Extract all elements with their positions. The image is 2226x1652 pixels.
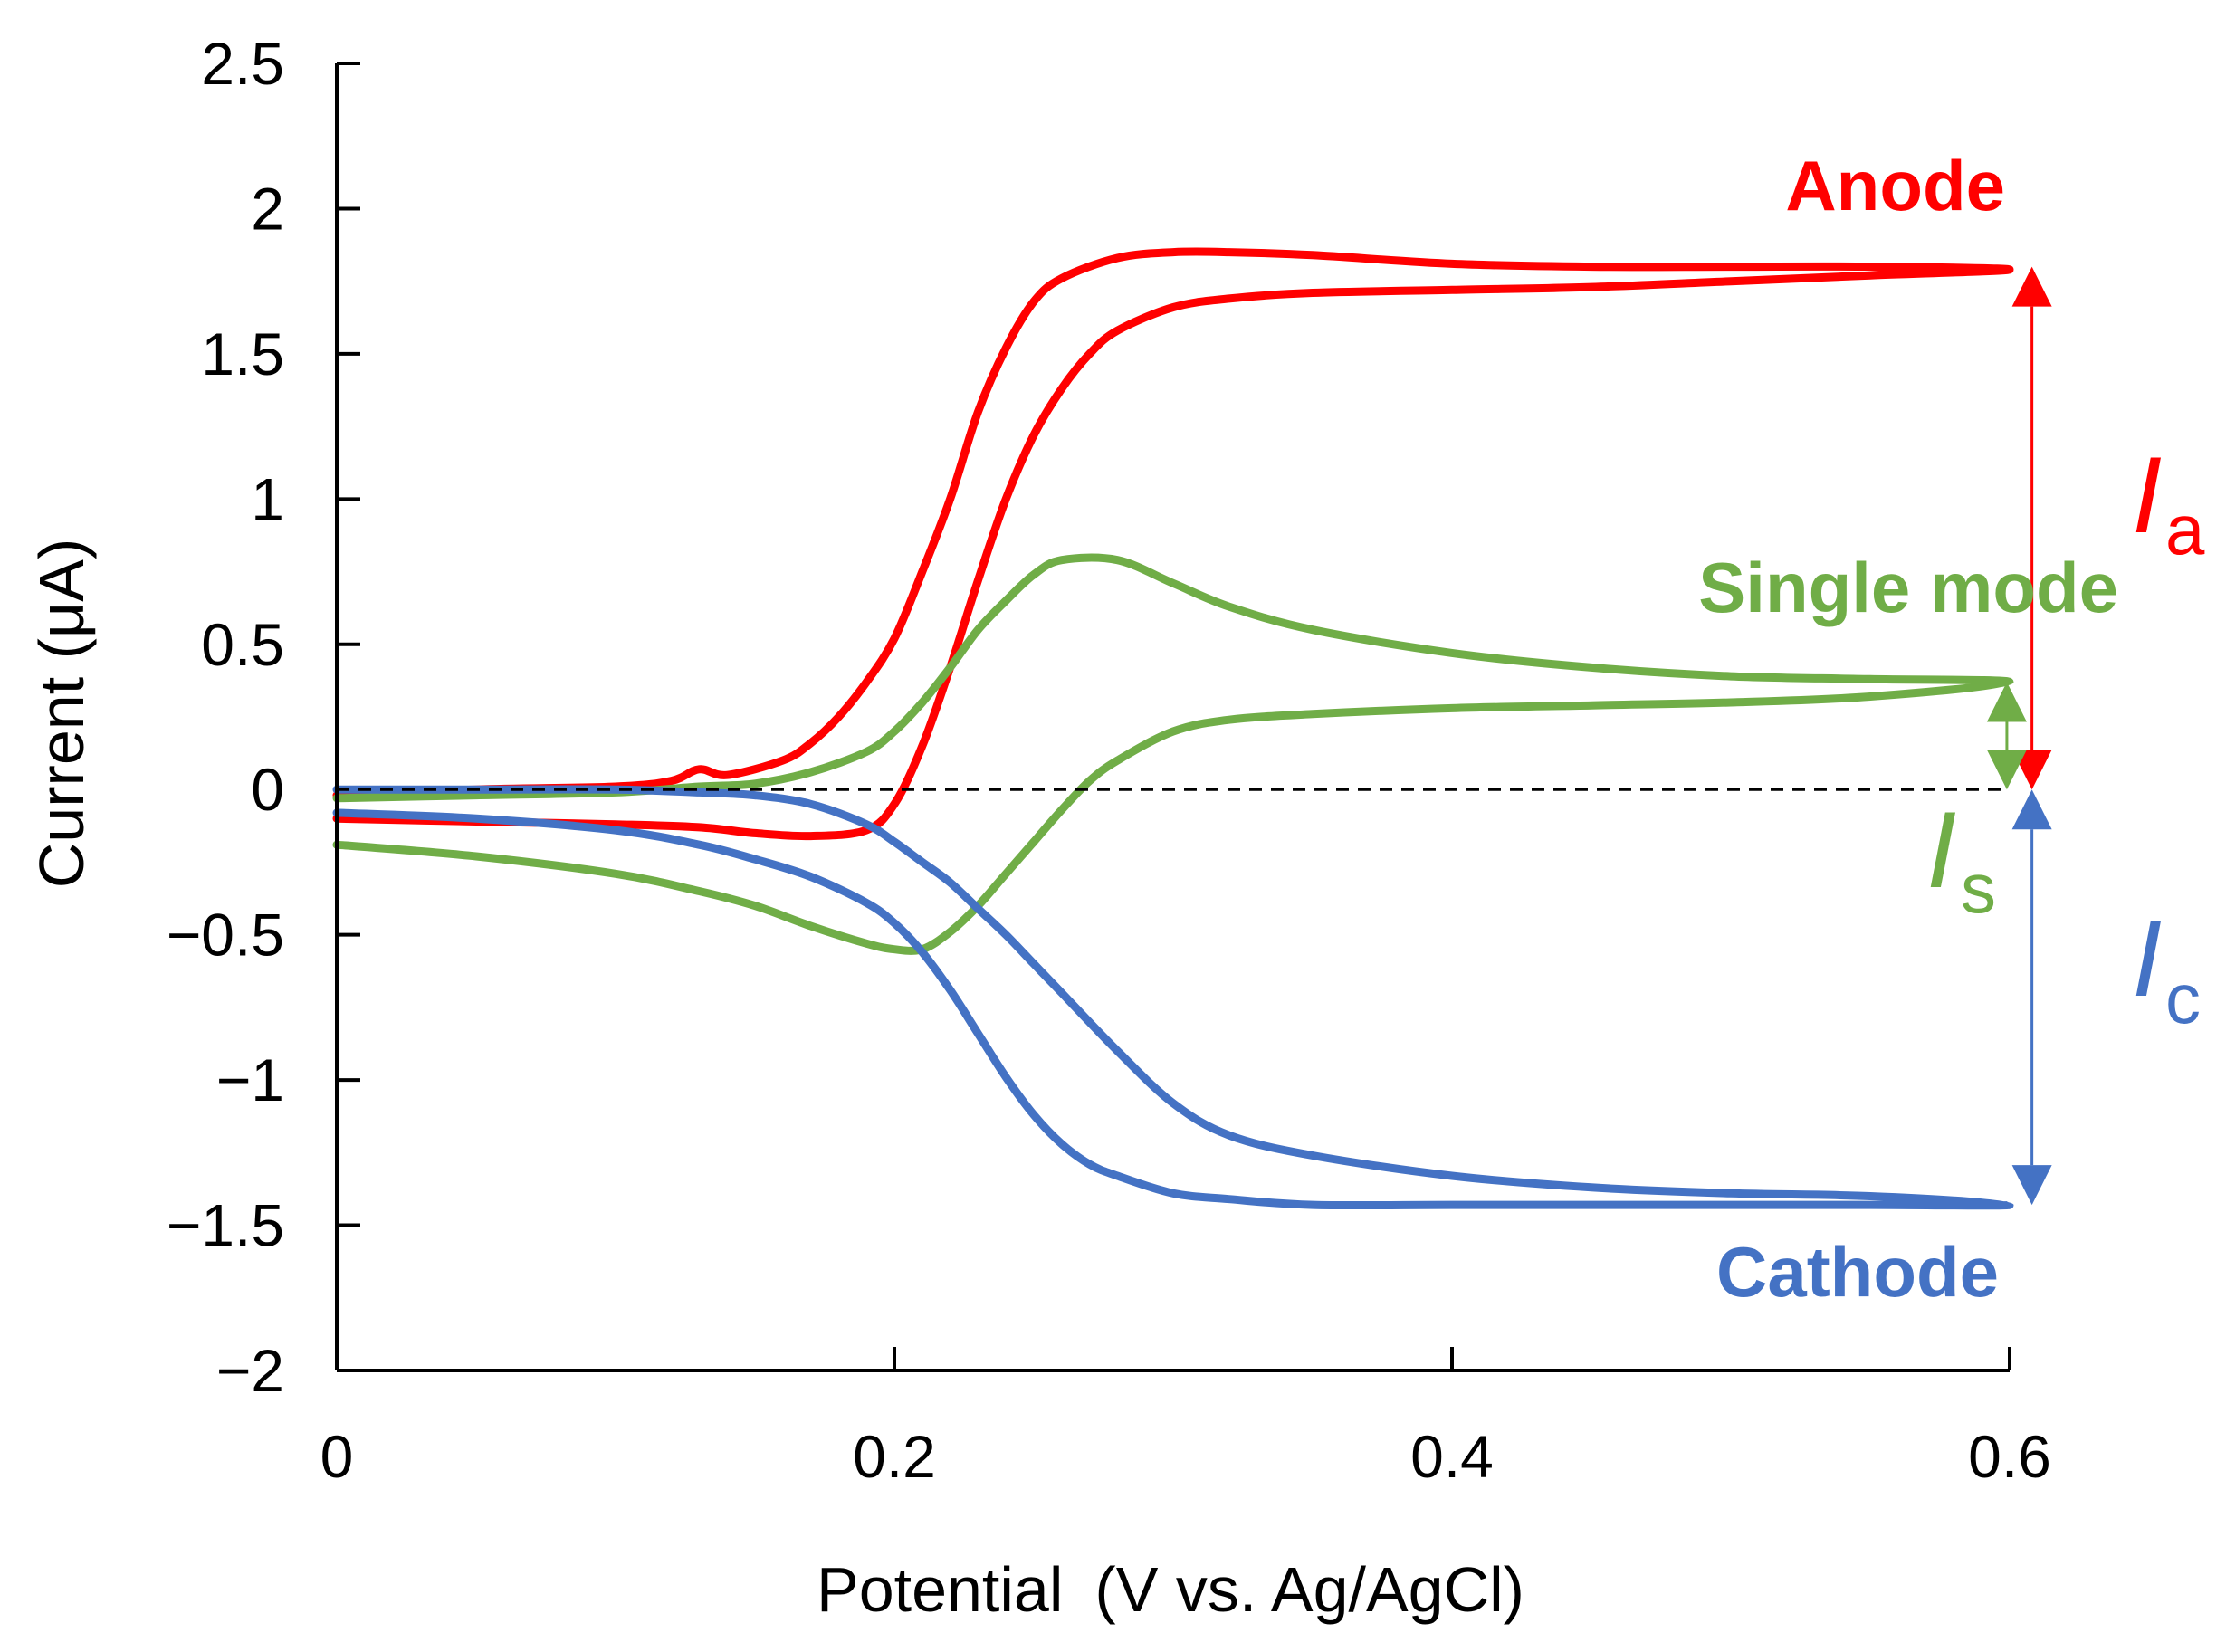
ia-symbol-letter: I (2132, 434, 2162, 556)
ic-arrow-head-up (2011, 789, 2052, 830)
anode-label: Anode (1785, 146, 2005, 225)
single-mode-label: Single mode (1698, 548, 2118, 627)
x-tick-label: 0.2 (853, 1423, 936, 1490)
is-symbol: I s (1926, 789, 1996, 928)
cathode-label: Cathode (1716, 1232, 1999, 1312)
y-tick-label: 1 (251, 465, 284, 532)
ic-arrow (2011, 789, 2052, 1206)
ia-arrow-head-up (2011, 266, 2052, 307)
x-tick-label: 0.4 (1410, 1423, 1494, 1490)
y-tick-label: −1.5 (167, 1192, 284, 1259)
ic-arrow-head-down (2011, 1165, 2052, 1206)
is-arrow-head-up (1986, 682, 2027, 722)
cathode-cv-curve (332, 785, 2014, 1210)
series-layer (332, 247, 2014, 1210)
ic-symbol-letter: I (2132, 898, 2162, 1019)
y-tick-label: 2.5 (201, 30, 284, 97)
is-symbol-letter: I (1926, 789, 1956, 911)
ia-arrow (2011, 266, 2052, 790)
single-mode-cv-curve (332, 553, 2014, 955)
ia-symbol-subscript: a (2165, 490, 2205, 569)
current-arrows (1986, 266, 2052, 1206)
y-tick-label: 0.5 (201, 611, 284, 678)
x-tick-label: 0.6 (1968, 1423, 2051, 1490)
y-tick-label: −0.5 (167, 902, 284, 969)
ia-arrow-head-down (2011, 750, 2052, 790)
x-tick-labels: 0 0.2 0.4 0.6 (320, 1423, 2051, 1490)
ia-symbol: I a (2132, 434, 2205, 569)
ic-symbol: I c (2132, 898, 2201, 1038)
axis-ticks (335, 62, 2011, 1372)
x-axis-title: Potential (V vs. Ag/AgCl) (817, 1554, 1524, 1625)
is-arrow-head-down (1986, 750, 2027, 790)
y-tick-label: 1.5 (201, 320, 284, 387)
y-axis-title: Current (μA) (26, 539, 97, 889)
is-arrow (1986, 682, 2027, 790)
axes (335, 63, 2010, 1372)
y-tick-label: −2 (216, 1337, 284, 1404)
y-tick-label: −1 (216, 1046, 284, 1113)
y-tick-labels: 2.5 2 1.5 1 0.5 0 −0.5 −1 −1.5 −2 (167, 30, 284, 1404)
anode-cv-curve (332, 247, 2014, 841)
ic-symbol-subscript: c (2165, 959, 2201, 1038)
y-tick-label: 0 (251, 756, 284, 823)
is-symbol-subscript: s (1961, 848, 1996, 928)
x-tick-label: 0 (320, 1423, 354, 1490)
y-tick-label: 2 (251, 175, 284, 242)
